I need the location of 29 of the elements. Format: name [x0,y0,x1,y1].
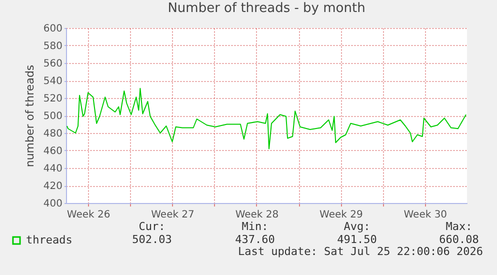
x-tick-label: Week 27 [151,210,194,220]
y-tick-label: 400 [43,198,62,210]
x-tick-label: Week 30 [404,210,448,220]
y-tick-label: 560 [43,58,62,70]
x-tick-label: Week 29 [320,210,363,220]
x-tick-label: Week 26 [66,210,110,220]
y-tick-label: 600 [43,24,62,34]
y-tick-label: 460 [43,146,62,157]
chart-title: Number of threads - by month [168,1,366,16]
y-tick-label: 500 [43,111,62,122]
y-tick-label: 540 [43,76,62,87]
text: Avg: [342,220,372,233]
text: Max: [444,220,474,233]
text: Min: [240,220,270,233]
y-tick-label: 420 [43,181,62,192]
text: 437.60 [234,233,276,246]
y-tick-label: 580 [43,41,62,52]
text: 502.03 [131,233,173,246]
y-tick-label: 520 [43,94,62,104]
text: 660.08 [438,233,480,246]
text: Last update: Sat Jul 25 22:00:06 2026 [238,245,483,258]
text: Cur: [138,220,166,233]
legend-label: threads [26,234,72,246]
line-series [66,88,466,150]
y-axis-title: number of threads [23,64,36,168]
x-tick-label: Week 28 [235,210,279,220]
y-tick-label: 440 [43,164,62,174]
y-tick-label: 480 [43,128,62,140]
text: 491.50 [336,233,378,246]
